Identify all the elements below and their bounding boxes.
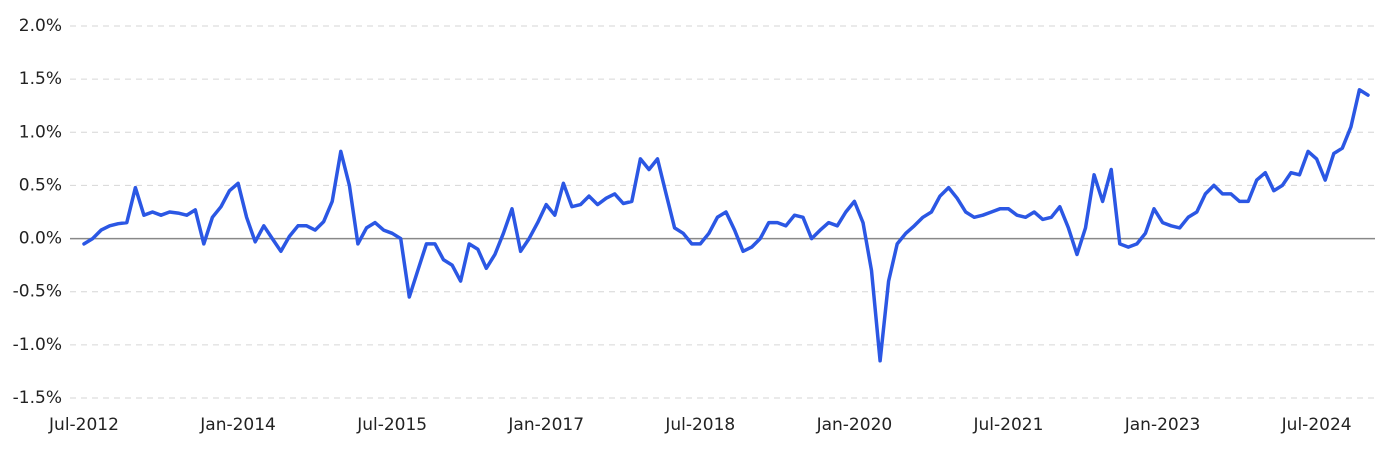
y-tick-label: 1.5% xyxy=(19,69,62,89)
x-tick-label: Jan-2020 xyxy=(816,415,893,435)
x-tick-label: Jan-2017 xyxy=(507,415,584,435)
x-tick-label: Jul-2015 xyxy=(356,415,427,435)
x-tick-label: Jan-2023 xyxy=(1124,415,1201,435)
x-tick-label: Jul-2018 xyxy=(664,415,735,435)
x-tick-label: Jul-2012 xyxy=(48,415,119,435)
y-tick-label: -0.5% xyxy=(13,282,62,302)
data-line xyxy=(82,88,1370,363)
x-tick-label: Jul-2024 xyxy=(1281,415,1352,435)
y-tick-label: 0.0% xyxy=(19,229,62,249)
x-tick-label: Jan-2014 xyxy=(199,415,276,435)
x-tick-label: Jul-2021 xyxy=(973,415,1044,435)
y-tick-label: 1.0% xyxy=(19,122,62,142)
y-tick-label: -1.5% xyxy=(13,388,62,408)
y-tick-label: 2.0% xyxy=(19,16,62,36)
y-tick-label: -1.0% xyxy=(13,335,62,355)
y-tick-label: 0.5% xyxy=(19,175,62,195)
